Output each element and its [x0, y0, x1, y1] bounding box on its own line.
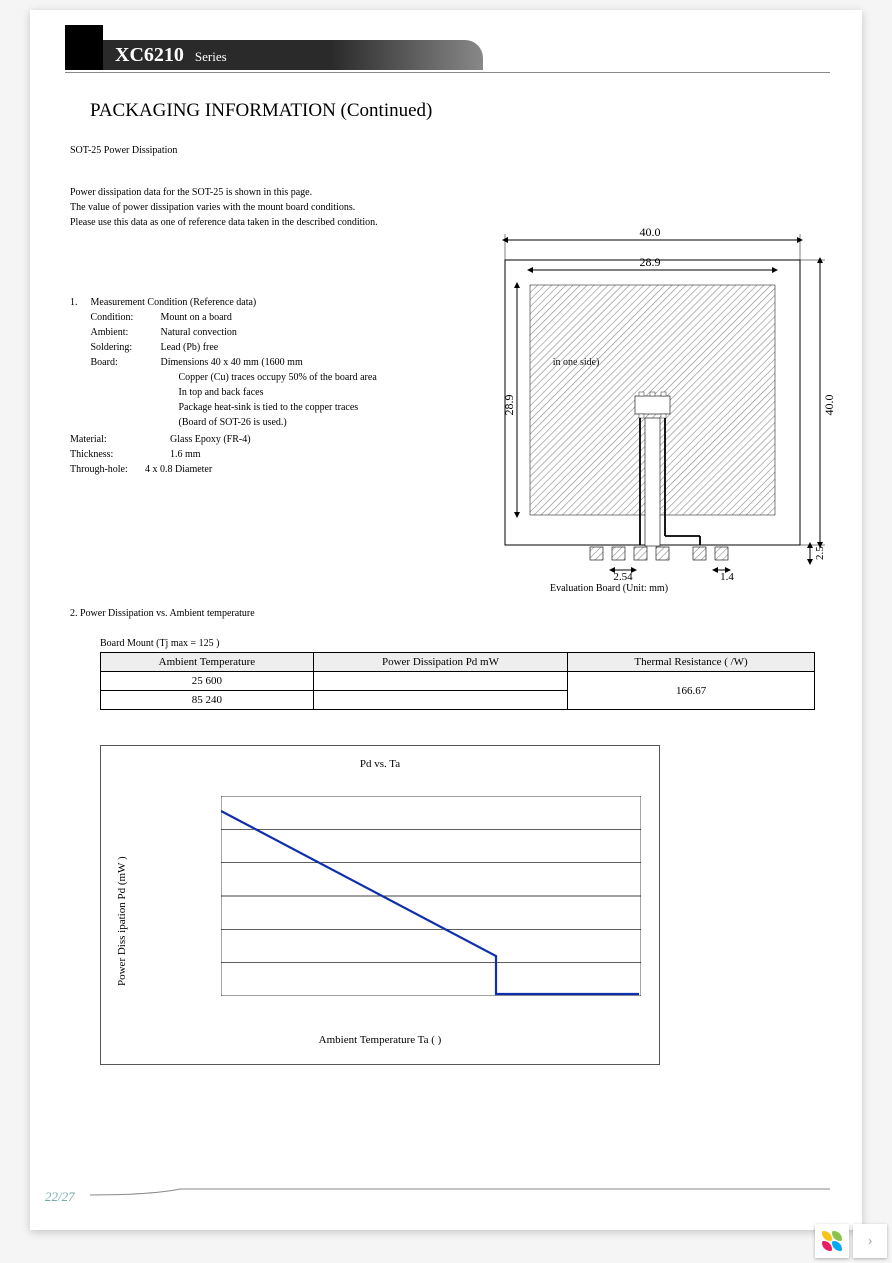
pd-vs-ta-chart: Pd vs. Ta Power Diss ipation Pd (mW ) Am… [100, 745, 660, 1065]
section-title: PACKAGING INFORMATION (Continued) [90, 100, 432, 122]
cond-value: Glass Epoxy (FR-4) [170, 434, 251, 445]
footer-rule [90, 1187, 830, 1197]
dim-pitch: 2.54 [613, 571, 633, 580]
cond-label: Soldering: [91, 340, 161, 355]
section2-title: 2. Power Dissipation vs. Ambient tempera… [70, 608, 255, 619]
header-rule [65, 72, 830, 73]
intro-line: Power dissipation data for the SOT-25 is… [70, 185, 378, 200]
chart-xlabel: Ambient Temperature Ta ( ) [101, 1034, 659, 1046]
cond-label: Material: [70, 432, 140, 447]
cond-value: Lead (Pb) free [161, 342, 219, 353]
title-bar: XC6210 Series [103, 40, 483, 70]
figure-caption: Evaluation Board (Unit: mm) [550, 583, 668, 594]
intro-block: Power dissipation data for the SOT-25 is… [70, 185, 378, 230]
evaluation-board-figure: 40.0 28.9 28.9 40.0 2.5 2.54 1.4 [475, 220, 840, 580]
dim-inner-h: 28.9 [502, 395, 516, 416]
series-label: Series [195, 49, 227, 64]
header-black-block [65, 25, 103, 70]
dim-padw: 1.4 [720, 571, 734, 580]
cond-value: 1.6 mm [170, 449, 201, 460]
chevron-right-icon: › [867, 1232, 872, 1250]
td [313, 691, 567, 710]
page: XC6210 Series PACKAGING INFORMATION (Con… [30, 10, 862, 1230]
header-band: XC6210 Series [65, 35, 525, 80]
cond-label: Ambient: [91, 325, 161, 340]
next-button[interactable]: › [853, 1224, 887, 1258]
table-row: 25 600 166.67 [101, 672, 815, 691]
td [313, 672, 567, 691]
cond-label: Thickness: [70, 447, 140, 462]
dim-inner-w: 28.9 [640, 255, 661, 269]
td-thermal: 166.67 [568, 672, 815, 710]
chart-plot [221, 796, 641, 996]
th-thermal: Thermal Resistance ( /W) [568, 653, 815, 672]
cond-label: Through-hole: [70, 462, 145, 477]
cond-value: Natural convection [161, 327, 237, 338]
chart-ylabel: Power Diss ipation Pd (mW ) [116, 856, 128, 986]
th-pd: Power Dissipation Pd mW [313, 653, 567, 672]
cond-label: Condition: [91, 310, 161, 325]
subsection-title: SOT-25 Power Dissipation [70, 145, 177, 156]
td: 85 240 [101, 691, 314, 710]
cond-value: Mount on a board [161, 312, 232, 323]
viewer-controls: › [815, 1224, 887, 1258]
cond-value: 4 x 0.8 Diameter [145, 464, 212, 475]
th-ambient: Ambient Temperature [101, 653, 314, 672]
intro-line: Please use this data as one of reference… [70, 215, 378, 230]
dim-outer-w: 40.0 [640, 225, 661, 239]
table-caption: Board Mount (Tj max = 125 ) [100, 638, 220, 649]
intro-line: The value of power dissipation varies wi… [70, 200, 378, 215]
chart-title: Pd vs. Ta [101, 758, 659, 770]
dim-gap: 2.5 [814, 546, 826, 560]
table-header-row: Ambient Temperature Power Dissipation Pd… [101, 653, 815, 672]
logo-button[interactable] [815, 1224, 849, 1258]
power-dissipation-table: Ambient Temperature Power Dissipation Pd… [100, 652, 815, 710]
pinwheel-icon [822, 1231, 842, 1251]
list-number: 1. [70, 295, 88, 310]
td: 25 600 [101, 672, 314, 691]
cond-value: Dimensions 40 x 40 mm (1600 mm [161, 357, 303, 368]
dim-outer-h: 40.0 [822, 395, 836, 416]
product-code: XC6210 [115, 44, 184, 66]
cond-label: Board: [91, 355, 161, 370]
page-number: 22/27 [45, 1189, 75, 1205]
